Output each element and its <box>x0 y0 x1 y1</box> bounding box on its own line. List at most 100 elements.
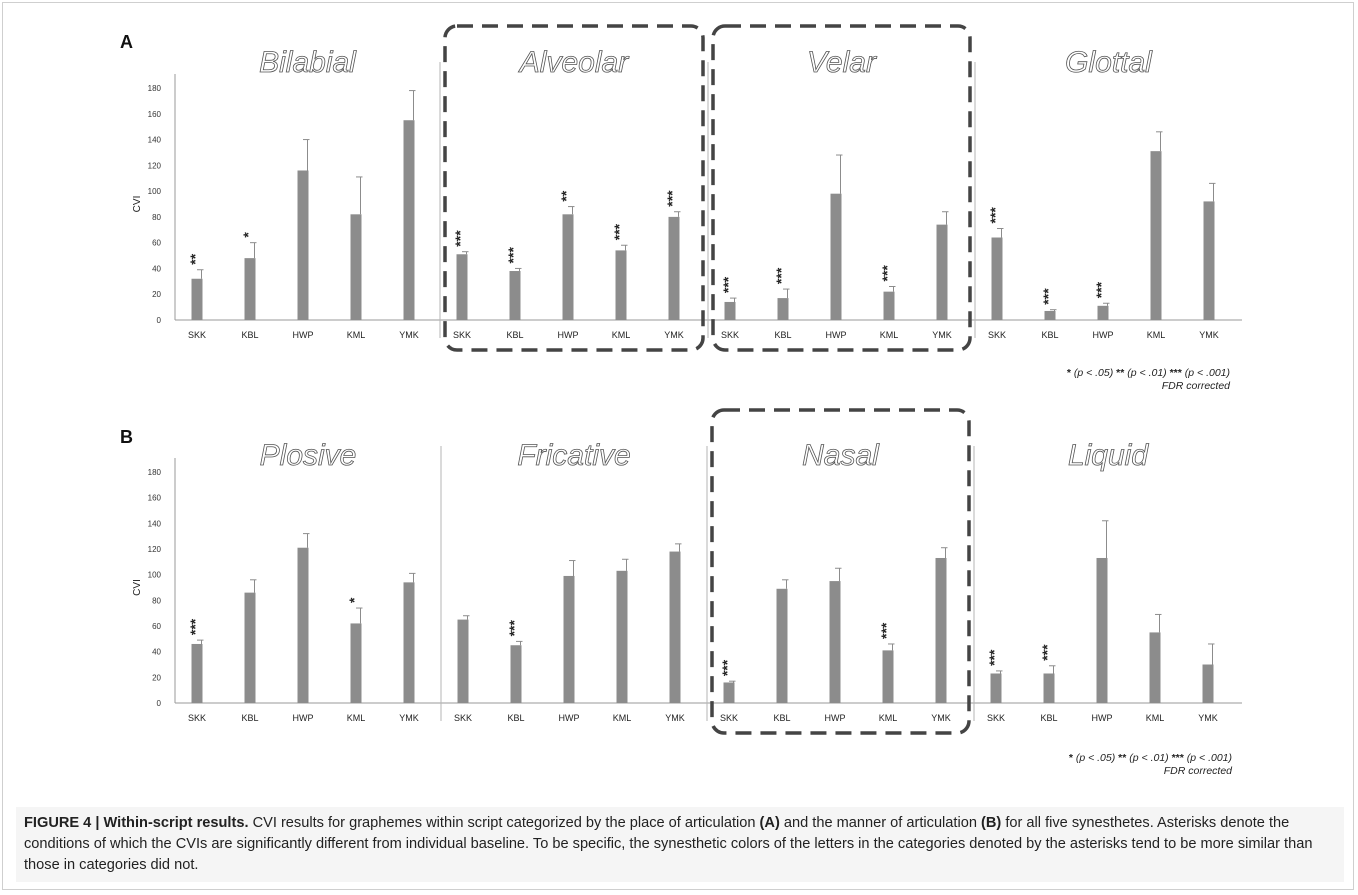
y-tick-label: 40 <box>152 648 161 657</box>
panel-letter: A <box>120 32 133 52</box>
significance-stars: *** <box>611 223 627 240</box>
y-tick-label: 20 <box>152 673 161 682</box>
x-tick-label: YMK <box>665 713 685 723</box>
x-tick-label: YMK <box>1198 713 1218 723</box>
x-tick-label: KML <box>347 330 366 340</box>
group-title: Alveolar <box>518 46 629 79</box>
figure-caption: FIGURE 4 | Within-script results. CVI re… <box>16 807 1344 882</box>
x-tick-label: KML <box>1146 713 1165 723</box>
x-tick-label: KBL <box>241 713 258 723</box>
x-tick-label: SKK <box>188 330 206 340</box>
significance-stars: *** <box>664 190 680 207</box>
y-tick-label: 80 <box>152 213 161 222</box>
caption-text-2: and the manner of articulation <box>779 815 982 831</box>
x-tick-label: SKK <box>988 330 1006 340</box>
y-tick-label: 60 <box>152 239 161 248</box>
highlight-box <box>711 24 972 352</box>
x-tick-label: YMK <box>399 713 419 723</box>
x-tick-label: KBL <box>506 330 523 340</box>
bar <box>1149 632 1161 703</box>
bar <box>935 557 947 703</box>
caption-label: FIGURE 4 | Within-script results. <box>24 815 249 831</box>
bar <box>510 645 522 703</box>
x-tick-label: KML <box>613 713 632 723</box>
bar <box>191 643 203 703</box>
bar <box>724 301 736 320</box>
x-tick-label: KML <box>1147 330 1166 340</box>
bar <box>883 291 895 320</box>
group-title: Plosive <box>260 439 357 472</box>
bar <box>616 570 628 703</box>
bar <box>991 237 1003 320</box>
significance-stars: * <box>240 232 256 238</box>
x-tick-label: HWP <box>1093 330 1114 340</box>
significance-stars: *** <box>187 618 203 635</box>
x-tick-label: KML <box>879 713 898 723</box>
x-tick-label: KBL <box>1041 330 1058 340</box>
x-tick-label: HWP <box>293 713 314 723</box>
bar <box>297 170 309 320</box>
sig-text-2: (p < .01) <box>1124 367 1170 379</box>
bar <box>1202 664 1214 703</box>
x-tick-label: SKK <box>453 330 471 340</box>
bar <box>457 619 469 703</box>
x-tick-label: HWP <box>293 330 314 340</box>
group-title: Fricative <box>517 439 630 472</box>
highlight-box <box>443 24 705 352</box>
group-title: Liquid <box>1068 439 1149 472</box>
bar <box>1203 201 1215 320</box>
bar <box>403 582 415 703</box>
bar <box>244 592 256 703</box>
y-tick-label: 80 <box>152 596 161 605</box>
significance-stars: *** <box>987 207 1003 224</box>
bar <box>563 575 575 703</box>
bar <box>1097 305 1109 320</box>
x-tick-label: HWP <box>825 713 846 723</box>
y-tick-label: 180 <box>148 468 162 477</box>
bar <box>350 214 362 320</box>
sig-text-2: (p < .01) <box>1126 752 1172 764</box>
x-tick-label: KBL <box>774 330 791 340</box>
bar <box>990 673 1002 703</box>
y-axis-label: CVI <box>132 579 143 596</box>
y-tick-label: 120 <box>148 545 162 554</box>
bar <box>191 278 203 320</box>
bar <box>403 120 415 320</box>
bar <box>776 588 788 703</box>
bar <box>615 250 627 320</box>
y-tick-label: 40 <box>152 264 161 273</box>
y-axis-label: CVI <box>132 196 143 213</box>
group-title: Bilabial <box>259 46 357 79</box>
bar <box>882 650 894 703</box>
sig-text-3: (p < .001) <box>1183 752 1232 764</box>
fdr-note: FDR corrected <box>1161 380 1230 392</box>
x-tick-label: YMK <box>664 330 684 340</box>
y-tick-label: 120 <box>148 161 162 170</box>
x-tick-label: HWP <box>559 713 580 723</box>
bar <box>456 254 468 320</box>
bar <box>244 258 256 320</box>
significance-stars: *** <box>879 265 895 282</box>
x-tick-label: KBL <box>773 713 790 723</box>
y-tick-label: 0 <box>157 316 162 325</box>
sig-star-3: *** <box>1169 367 1182 379</box>
x-tick-label: YMK <box>932 330 952 340</box>
significance-stars: *** <box>1093 281 1109 298</box>
y-tick-label: 160 <box>148 494 162 503</box>
significance-stars: *** <box>1039 644 1055 661</box>
x-tick-label: KML <box>880 330 899 340</box>
sig-text-1: (p < .05) <box>1070 367 1117 379</box>
significance-stars: *** <box>452 230 468 247</box>
sig-star-2: ** <box>1116 367 1125 379</box>
bar <box>562 214 574 320</box>
bar <box>669 551 681 703</box>
caption-ref-b: (B) <box>981 815 1002 831</box>
significance-stars: *** <box>506 620 522 637</box>
fdr-note: FDR corrected <box>1163 765 1232 777</box>
y-tick-label: 60 <box>152 622 161 631</box>
bar <box>350 623 362 703</box>
highlight-box <box>710 408 971 735</box>
bar <box>668 216 680 320</box>
sig-star-1: * <box>1068 752 1073 764</box>
bar <box>297 547 309 703</box>
